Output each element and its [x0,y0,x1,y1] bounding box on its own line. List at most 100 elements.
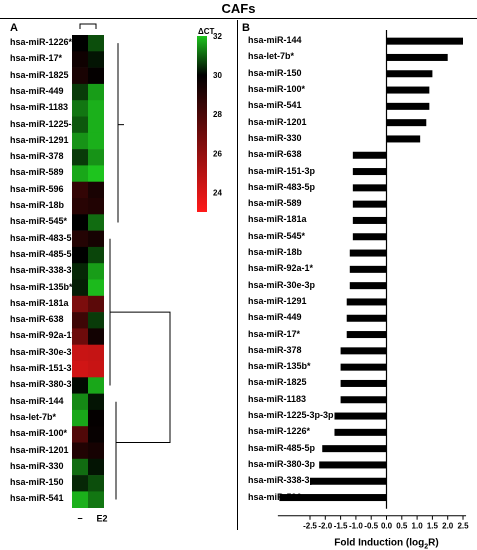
heatmap-cell [72,361,88,378]
heatmap-row-label: hsa-miR-596 [10,183,64,194]
heatmap-row-label: hsa-miR-485-5p [10,248,78,259]
heatmap-cell [88,165,104,182]
heatmap-cell [72,328,88,345]
color-legend-label: ΔCT [198,27,215,36]
row-dendrogram-root [110,311,171,443]
heatmap-row-label: hsa-miR-545* [10,216,68,227]
x-axis-tick-label: 2.0 [442,522,454,531]
bar [340,379,387,387]
bar [279,494,387,502]
bar-category-label: hsa-miR-1291 [248,295,307,306]
heatmap-cell [72,67,88,85]
x-axis-tick-label: -1.0 [349,522,363,531]
column-dendrogram [79,23,97,29]
heatmap-cell [72,51,88,68]
heatmap-cell [72,230,88,248]
color-legend-tick: 30 [213,71,222,80]
bar-category-label: hsa-miR-1226* [248,426,311,437]
heatmap-cell [88,409,104,427]
heatmap-row-label: hsa-miR-100* [10,428,68,439]
heatmap-cell [88,393,104,411]
bar [319,461,387,469]
bar [346,314,387,322]
heatmap-cell [72,181,88,199]
heatmap-cell [72,246,88,264]
bar-category-label: hsa-miR-92a-1* [248,263,314,274]
bar-category-label: hsa-miR-485-5p [248,442,316,453]
bar [349,249,387,257]
heatmap-row-label: hsa-miR-92a-1* [10,330,76,341]
bar-category-label: hsa-miR-1183 [248,393,307,404]
heatmap-row-label: hsa-miR-589 [10,167,64,178]
bar [349,282,387,290]
x-axis-tick-label: 0.0 [381,522,393,531]
color-legend-bar [197,36,207,212]
heatmap-cell [72,458,88,476]
bar [352,200,387,208]
heatmap-row-label: hsa-let-7b* [10,411,57,422]
color-legend-tick: 28 [213,110,222,119]
heatmap-row-label: hsa-miR-17* [10,53,63,64]
x-axis-label-subscript: 2 [424,544,428,550]
x-axis-tick-label: 1.5 [427,522,439,531]
heatmap-cell [88,361,104,378]
heatmap-cell [88,426,104,443]
bar [310,477,387,485]
bar [352,216,387,224]
heatmap-cell [88,83,104,101]
bar [386,102,430,110]
heatmap-cell [72,344,88,362]
bar-category-label: hsa-miR-30e-3p [248,279,316,290]
bar-category-label: hsa-miR-330 [248,132,302,143]
heatmap-row-label: hsa-miR-338-3p [10,265,78,276]
heatmap-cell [72,377,88,394]
bar-category-label: hsa-let-7b* [248,51,295,62]
bar [349,265,387,273]
bar-category-label: hsa-miR-18b [248,247,303,258]
bar-category-label: hsa-miR-1225-3p-3p [248,410,334,421]
bar-category-label: hsa-miR-541 [248,100,302,111]
heatmap-cell [88,458,104,476]
x-axis-label-end: R) [428,538,439,549]
heatmap-cell [88,132,104,150]
heatmap-cell [72,263,88,280]
heatmap-row-label: hsa-miR-135b* [10,281,73,292]
heatmap-cell [72,295,88,313]
x-axis-tick-label: -2.0 [318,522,332,531]
heatmap-cell [88,328,104,345]
bar-category-label: hsa-miR-545* [248,230,306,241]
bar [386,70,433,78]
bar [346,298,387,306]
heatmap-cell [72,83,88,101]
bar [386,37,463,45]
heatmap-cell [72,214,88,231]
heatmap-cell [72,279,88,297]
heatmap-cell [88,149,104,166]
heatmap-cell [88,442,104,460]
heatmap-row-label: hsa-miR-30e-3p [10,346,78,357]
heatmap-cell [72,426,88,443]
bar [386,135,421,143]
panel-a-letter: A [10,22,18,34]
heatmap-row-label: hsa-miR-638 [10,314,64,325]
bar [352,184,387,192]
heatmap-cell [88,67,104,85]
heatmap-row-label: hsa-miR-1226* [10,37,73,47]
color-legend-tick: 24 [213,188,222,197]
heatmap-cell [88,35,104,52]
x-axis-label-main: Fold Induction (log [334,538,424,549]
heatmap-row-label: hsa-miR-380-3p [10,379,78,390]
bar [340,347,387,355]
heatmap-cell [72,165,88,182]
x-axis-tick-label: -1.5 [334,522,348,531]
bar-category-label: hsa-miR-100* [248,84,306,95]
bar [352,233,387,241]
figure-title: CAFs [221,1,256,16]
bar [352,168,387,176]
bar-category-label: hsa-miR-144 [248,35,302,46]
heatmap-cell [72,35,88,52]
heatmap-column-label: E2 [96,514,107,524]
heatmap-cell [72,312,88,329]
bar [386,86,430,94]
